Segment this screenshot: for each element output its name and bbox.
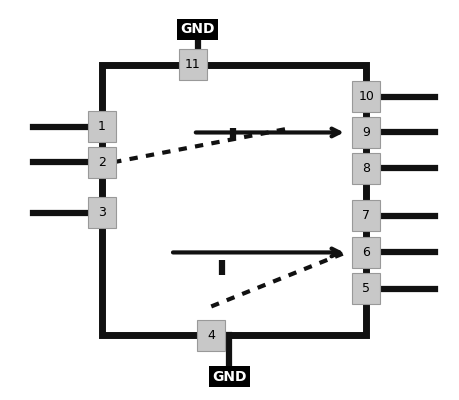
- FancyBboxPatch shape: [353, 153, 380, 184]
- FancyBboxPatch shape: [88, 197, 116, 228]
- Text: 6: 6: [363, 246, 370, 259]
- Text: GND: GND: [180, 22, 215, 36]
- Text: 4: 4: [207, 328, 215, 342]
- Text: 1: 1: [98, 120, 106, 133]
- Text: 11: 11: [185, 58, 201, 72]
- Text: 9: 9: [363, 126, 370, 139]
- FancyBboxPatch shape: [179, 50, 207, 80]
- Text: 7: 7: [362, 209, 370, 222]
- FancyBboxPatch shape: [88, 147, 116, 178]
- FancyBboxPatch shape: [353, 81, 380, 112]
- FancyBboxPatch shape: [197, 320, 225, 350]
- Text: 10: 10: [358, 90, 374, 103]
- FancyBboxPatch shape: [88, 111, 116, 142]
- Text: 8: 8: [362, 162, 370, 175]
- Text: 5: 5: [362, 282, 370, 296]
- FancyBboxPatch shape: [353, 200, 380, 231]
- FancyBboxPatch shape: [353, 237, 380, 268]
- FancyBboxPatch shape: [353, 117, 380, 148]
- Text: GND: GND: [212, 370, 247, 384]
- Text: 2: 2: [98, 156, 106, 169]
- Bar: [102, 65, 366, 335]
- Text: 3: 3: [98, 206, 106, 219]
- FancyBboxPatch shape: [353, 274, 380, 304]
